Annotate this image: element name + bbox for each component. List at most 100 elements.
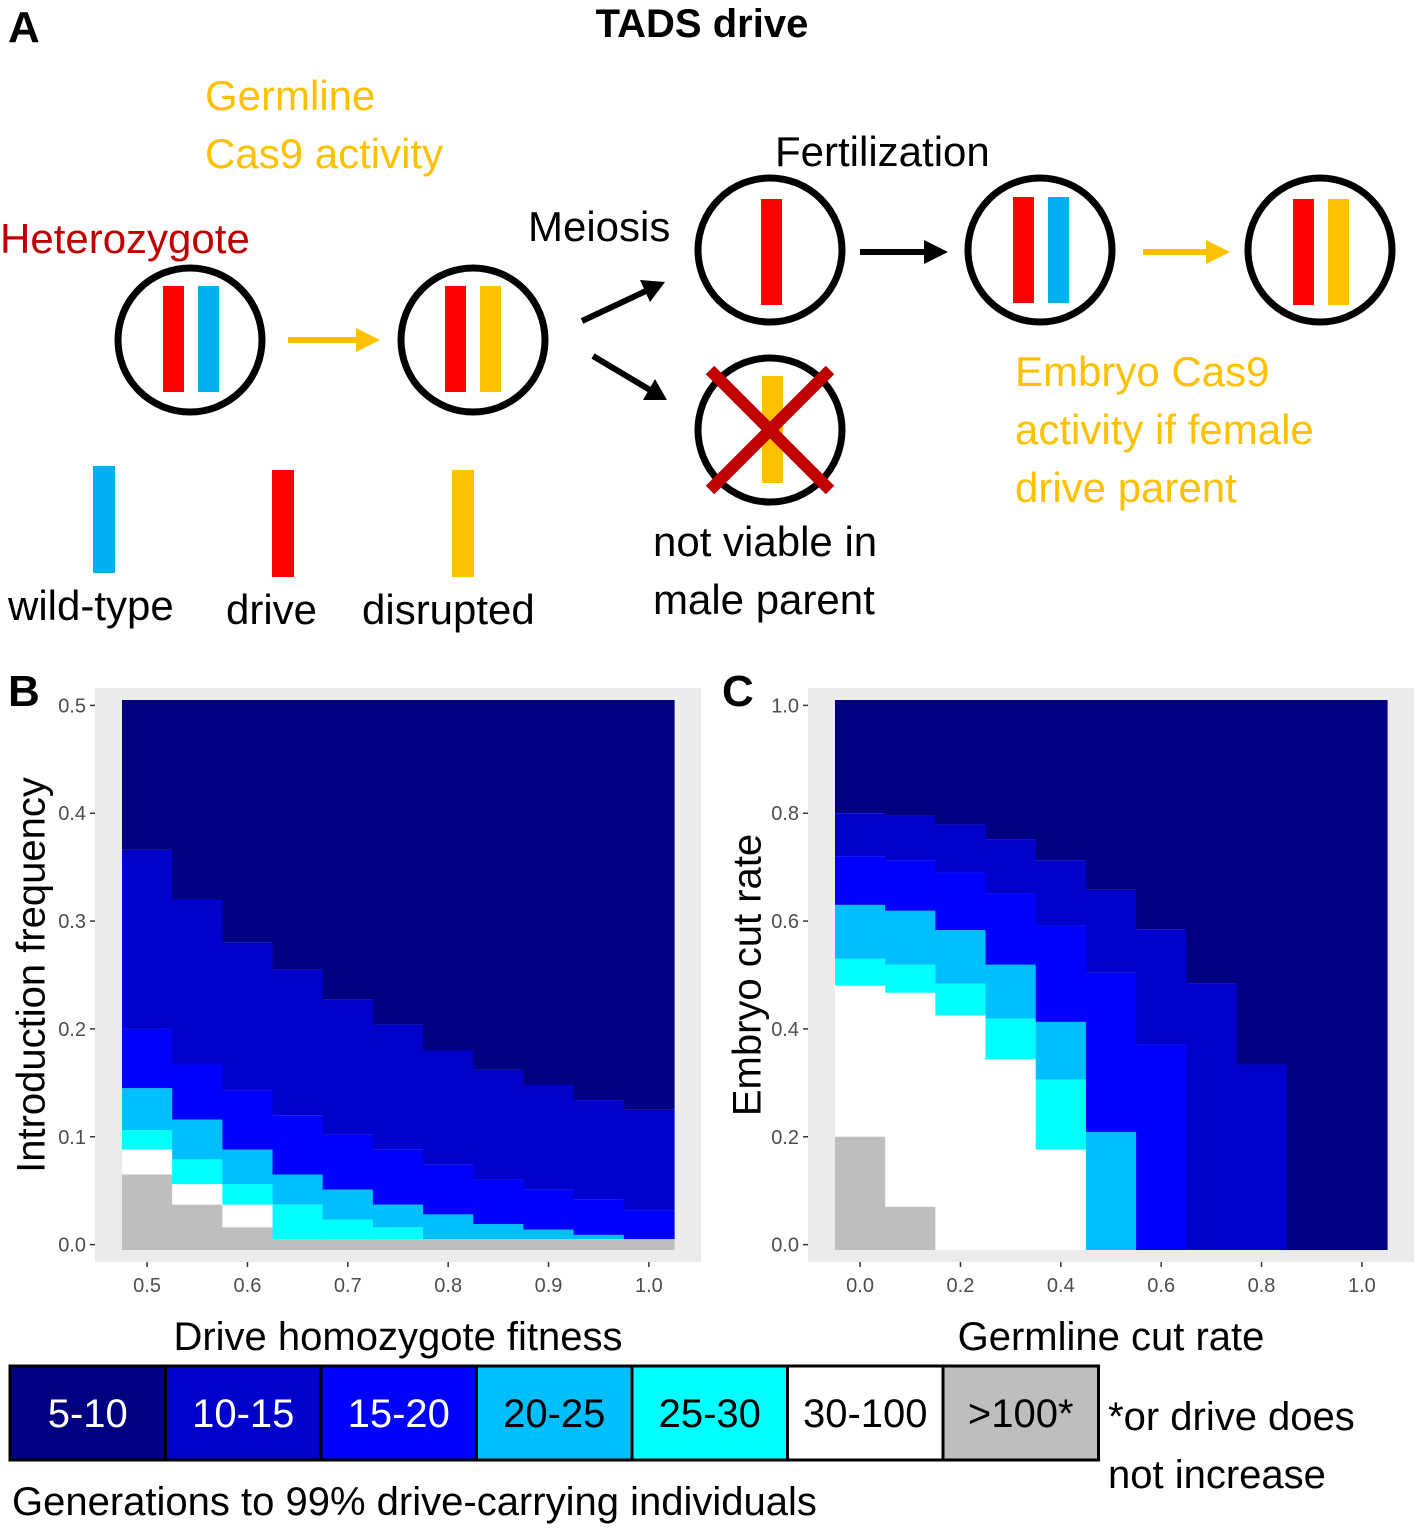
arrow-head	[924, 240, 948, 264]
heat-cell	[1236, 1064, 1288, 1250]
heat-cell	[473, 700, 525, 1070]
heat-cell	[122, 1174, 173, 1250]
heat-cell	[935, 1015, 987, 1250]
y-axis-title: Introduction frequency	[10, 777, 54, 1173]
cell	[964, 174, 1116, 326]
heat-cell	[1035, 1021, 1087, 1080]
heat-cell	[222, 1204, 274, 1228]
heat-cell	[222, 1184, 274, 1205]
heat-cell	[272, 1239, 324, 1250]
x-tick-label: 0.0	[846, 1275, 874, 1297]
drive-allele	[1293, 199, 1314, 305]
heat-cell	[222, 1090, 274, 1150]
heat-cell	[1186, 700, 1238, 984]
heat-cell	[473, 1069, 525, 1180]
heat-cell	[473, 1239, 525, 1250]
heat-cell	[1035, 925, 1087, 1022]
y-tick-label: 0.3	[58, 911, 86, 933]
x-axis-title: Germline cut rate	[958, 1315, 1265, 1359]
heat-cell	[272, 1174, 324, 1205]
heat-cell	[523, 1229, 575, 1240]
heat-cell	[573, 1199, 625, 1235]
legend-swatch	[786, 1364, 945, 1462]
heat-cell	[985, 1059, 1037, 1250]
heat-cell	[1035, 1079, 1087, 1150]
heat-cell	[172, 1159, 223, 1185]
embryo-label: Embryo Cas9	[1015, 348, 1269, 395]
heat-cell	[935, 872, 987, 931]
heat-cell	[272, 700, 324, 970]
y-tick-label: 0.8	[771, 803, 799, 825]
heat-cell	[172, 1204, 223, 1250]
heat-cell	[322, 999, 374, 1135]
x-tick-label: 0.8	[1248, 1275, 1276, 1297]
legend-label: 30-100	[803, 1392, 928, 1436]
heat-cell	[322, 1239, 374, 1250]
cross-line	[705, 365, 835, 495]
heat-cell	[835, 856, 886, 905]
heat-cell	[322, 1134, 374, 1190]
heat-cell	[935, 700, 987, 825]
allele-legend-label: wild-type	[7, 582, 174, 629]
legend-swatch	[630, 1364, 789, 1462]
heat-cell	[122, 1028, 173, 1089]
heat-cell	[372, 1149, 424, 1205]
x-axis-title: Drive homozygote fitness	[173, 1315, 622, 1359]
legend-swatch	[164, 1364, 323, 1462]
drive-allele	[1013, 197, 1034, 303]
heat-cell	[835, 904, 886, 959]
drive-allele	[445, 286, 466, 392]
arrow-head	[1206, 240, 1230, 264]
heat-cell	[1136, 700, 1187, 930]
y-axis-title: Embryo cut rate	[726, 834, 770, 1116]
legend-title: Generations to 99% drive-carrying indivi…	[12, 1480, 817, 1524]
heat-cell	[523, 1085, 575, 1190]
heat-cell	[372, 1204, 424, 1228]
cell	[694, 174, 846, 326]
heat-cell	[322, 700, 374, 1000]
drive-allele	[163, 286, 184, 392]
heat-cell	[372, 1227, 424, 1240]
cells	[114, 174, 1396, 506]
y-tick-label: 0.0	[58, 1235, 86, 1257]
arrows	[288, 240, 1230, 400]
heat-cell	[985, 964, 1037, 1019]
heat-cell	[835, 985, 886, 1137]
heat-cell	[222, 1149, 274, 1185]
y-tick-label: 0.2	[771, 1127, 799, 1149]
heat-cell	[1336, 700, 1388, 1250]
heat-cell	[172, 1064, 223, 1120]
heat-cell	[885, 964, 936, 993]
x-tick-label: 0.8	[434, 1275, 462, 1297]
heat-cell	[985, 700, 1037, 840]
x-tick-label: 0.7	[334, 1275, 362, 1297]
heat-cell	[423, 1239, 474, 1250]
heat-cell	[835, 1136, 886, 1250]
heat-cell	[523, 1239, 575, 1250]
heat-cell	[122, 1088, 173, 1131]
allele-legend-label: disrupted	[362, 586, 535, 633]
heat-cell	[573, 700, 625, 1101]
allele-legend-label: drive	[226, 586, 317, 633]
heat-cell	[172, 899, 223, 1065]
heat-cell	[623, 1210, 675, 1240]
legend-note: *or drive does	[1108, 1395, 1355, 1439]
disrupted-allele	[480, 286, 501, 392]
heat-cell	[372, 700, 424, 1025]
not-viable-label: male parent	[653, 576, 875, 623]
heat-cell	[523, 700, 575, 1085]
heat-cell	[623, 1109, 675, 1211]
heat-cell	[1236, 700, 1288, 1065]
arrow-head	[640, 280, 665, 302]
heat-cell	[885, 910, 936, 965]
arrow-head	[643, 379, 667, 400]
x-tick-label: 0.6	[234, 1275, 262, 1297]
heat-cell	[1136, 1044, 1187, 1250]
heat-cell	[885, 1206, 936, 1250]
panel-label: B	[8, 667, 40, 716]
legend-label: 15-20	[348, 1392, 450, 1436]
panel-label: C	[722, 667, 754, 716]
heat-cell	[473, 1224, 525, 1240]
heat-cell	[322, 1219, 374, 1240]
